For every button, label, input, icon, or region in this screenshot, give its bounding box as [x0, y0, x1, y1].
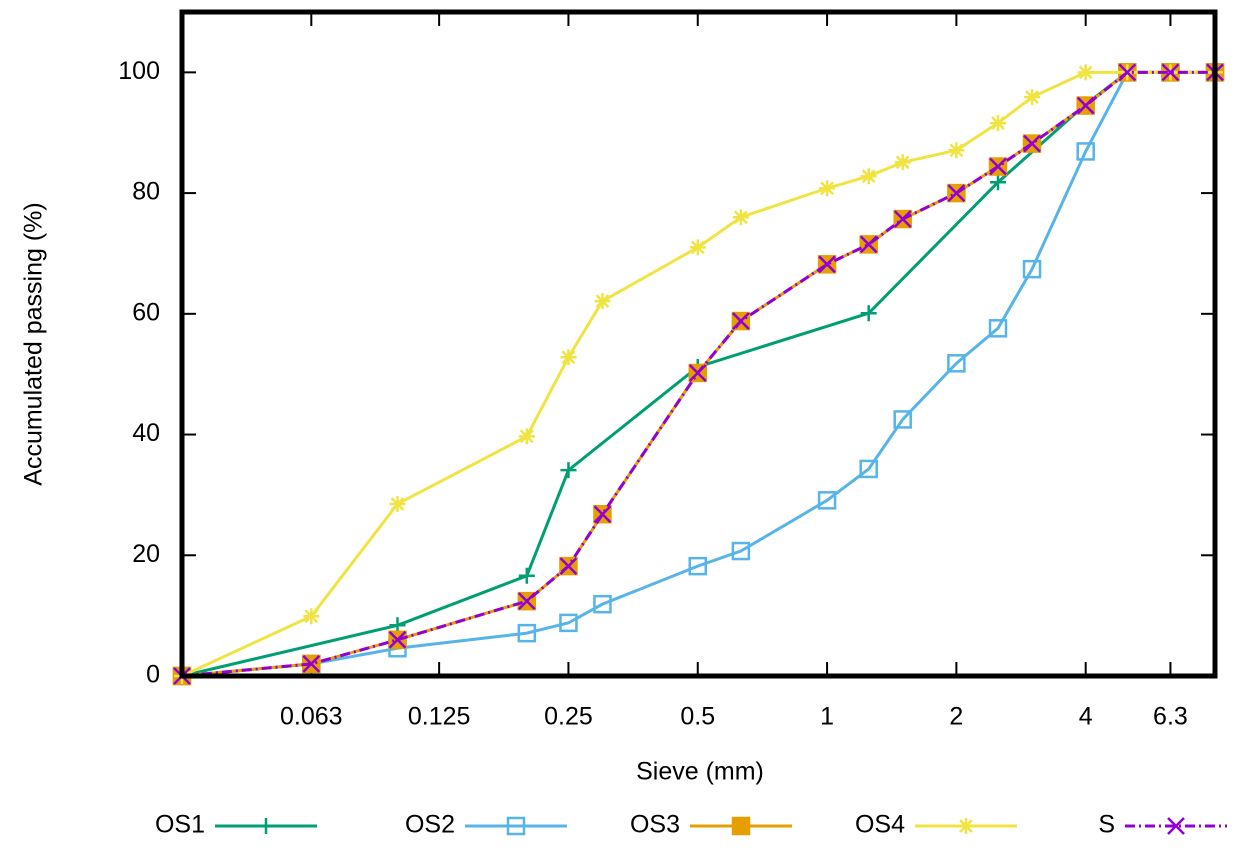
marker — [860, 168, 877, 185]
y-axis-title: Accumulated passing (%) — [20, 202, 48, 485]
legend-marker — [731, 816, 751, 836]
y-tick-label: 20 — [132, 540, 160, 568]
legend-marker — [506, 816, 526, 836]
marker — [517, 623, 537, 643]
marker — [1076, 142, 1095, 161]
y-tick-label: 0 — [146, 661, 160, 689]
marker — [819, 180, 836, 197]
marker — [1023, 134, 1041, 153]
marker — [894, 154, 911, 171]
x-tick-label: 1 — [820, 703, 834, 731]
marker — [947, 184, 966, 202]
legend-marker — [258, 818, 274, 834]
x-tick-label: 0.5 — [680, 703, 715, 731]
marker — [688, 364, 707, 382]
marker — [860, 305, 877, 322]
legend-label: OS2 — [405, 811, 455, 839]
marker — [518, 428, 535, 445]
marker — [517, 592, 536, 611]
y-tick-label: 60 — [132, 298, 160, 326]
y-tick-label: 100 — [118, 57, 160, 85]
x-tick-label: 4 — [1079, 703, 1093, 731]
marker — [988, 319, 1008, 338]
marker — [303, 608, 320, 625]
marker — [518, 567, 535, 584]
marker — [1076, 96, 1095, 115]
x-tick-label: 0.125 — [408, 703, 471, 731]
marker — [302, 655, 321, 673]
legend-item: OS2 — [405, 811, 567, 839]
marker — [689, 239, 706, 256]
marker — [990, 115, 1007, 132]
marker — [947, 354, 966, 373]
series-line — [181, 70, 1215, 678]
y-tick-label: 80 — [132, 178, 160, 206]
marker — [559, 557, 578, 576]
marker — [893, 410, 912, 429]
legend-item: OS3 — [630, 811, 792, 839]
x-tick-label: 2 — [949, 703, 963, 731]
marker — [560, 349, 577, 366]
marker — [593, 505, 612, 524]
legend-label: OS4 — [855, 811, 905, 839]
legend-item: OS4 — [855, 811, 1017, 839]
legend-marker — [1167, 817, 1185, 835]
x-axis-title: Sieve (mm) — [636, 758, 764, 786]
x-tick-label: 6.3 — [1153, 703, 1188, 731]
legend-marker — [958, 818, 974, 834]
marker — [1161, 63, 1180, 82]
marker — [948, 142, 965, 159]
marker — [731, 541, 751, 561]
marker — [893, 210, 912, 228]
marker — [1022, 259, 1042, 279]
x-tick-label: 0.25 — [544, 703, 593, 731]
marker — [388, 630, 407, 649]
marker — [990, 174, 1007, 191]
marker — [989, 157, 1007, 176]
marker — [1024, 89, 1041, 106]
marker — [1077, 64, 1094, 81]
y-tick-label: 40 — [132, 419, 160, 447]
marker — [859, 235, 878, 254]
marker — [817, 491, 837, 510]
legend-item: S — [1098, 811, 1227, 839]
marker — [593, 594, 612, 614]
marker — [560, 462, 577, 479]
marker — [1118, 63, 1137, 82]
legend-item: OS1 — [155, 811, 317, 839]
marker — [688, 556, 708, 576]
marker — [559, 613, 578, 633]
x-tick-label: 0.063 — [280, 703, 343, 731]
marker — [818, 255, 836, 274]
legend-label: OS1 — [155, 811, 205, 839]
marker — [731, 312, 750, 330]
marker — [389, 495, 406, 512]
marker — [859, 459, 878, 479]
plot-frame — [179, 9, 1218, 679]
marker — [732, 209, 749, 226]
legend-label: OS3 — [630, 811, 680, 839]
legend-label: S — [1098, 811, 1115, 839]
marker — [594, 293, 611, 310]
